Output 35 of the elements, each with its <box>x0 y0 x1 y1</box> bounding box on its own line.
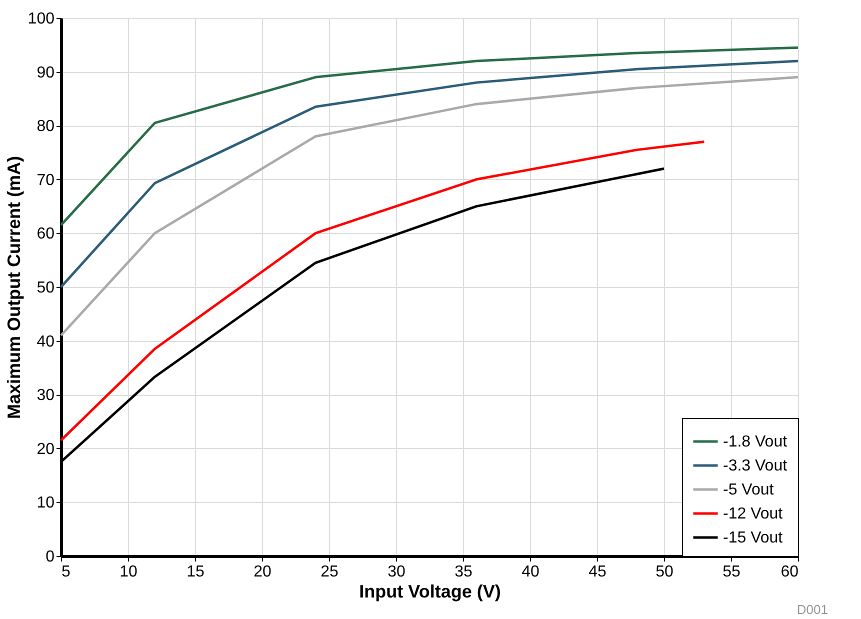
x-axis-title: Input Voltage (V) <box>359 582 501 602</box>
line-series <box>60 60 800 288</box>
x-tick-label: 45 <box>588 564 606 580</box>
legend-label: -3.3 Vout <box>723 458 788 474</box>
line-series <box>60 76 800 337</box>
text: D001 <box>796 602 828 617</box>
line-series <box>60 140 706 442</box>
x-tick-label: 15 <box>186 564 204 580</box>
legend-label: -12 Vout <box>723 506 784 522</box>
y-tick-label: 80 <box>36 118 55 136</box>
x-tick-label: 30 <box>388 564 406 580</box>
legend-label: -5 Vout <box>723 482 774 498</box>
y-tick-label: 0 <box>46 548 55 566</box>
y-tick-label: 60 <box>36 226 55 243</box>
y-tick-label: 10 <box>36 494 55 512</box>
y-tick-label: 100 <box>28 10 55 28</box>
line-series <box>60 46 800 226</box>
x-tick-label: 50 <box>656 564 674 580</box>
x-tick-label: 25 <box>320 564 338 580</box>
x-tick-label: 20 <box>254 564 272 580</box>
y-tick-label: 70 <box>36 172 55 189</box>
y-tick-label: 30 <box>36 387 55 404</box>
legend-label: -1.8 Vout <box>723 434 788 450</box>
legend-label: -15 Vout <box>723 530 784 546</box>
y-tick-label: 90 <box>36 64 55 82</box>
x-tick-label: 60 <box>780 564 799 580</box>
x-tick-label: 35 <box>454 564 472 580</box>
y-tick-label: 20 <box>36 440 55 458</box>
x-tick-label: 55 <box>722 564 740 580</box>
y-tick-label: 50 <box>36 280 55 296</box>
y-tick-label: 40 <box>36 333 55 350</box>
x-tick-label: 5 <box>62 564 70 580</box>
x-tick-label: 40 <box>522 564 540 580</box>
x-tick-label: 10 <box>120 564 138 580</box>
y-axis-title: Maximum Output Current (mA) <box>4 156 24 419</box>
